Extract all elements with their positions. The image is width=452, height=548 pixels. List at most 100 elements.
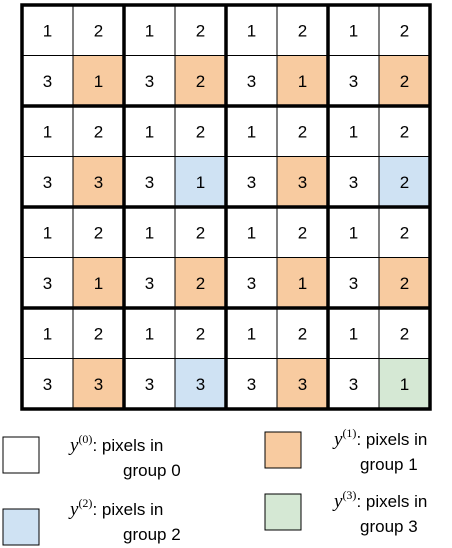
cell-label: 2: [196, 21, 205, 40]
legend-superscript: (3): [342, 488, 356, 502]
cell-label: 3: [43, 72, 52, 91]
cell-label: 1: [298, 274, 307, 293]
cell: [225, 206, 278, 258]
cell-label: 1: [349, 324, 358, 343]
cell-label: 3: [43, 375, 52, 394]
cell-label: 3: [247, 274, 256, 293]
cell-label: 2: [400, 223, 409, 242]
cell-label: 3: [145, 375, 154, 394]
legend-text: : pixels in: [92, 500, 163, 519]
cell-label: 3: [349, 375, 358, 394]
cell-label: 3: [349, 173, 358, 192]
legend-symbol: y: [332, 491, 343, 512]
legend-text: : pixels in: [92, 436, 163, 455]
cell-label: 2: [94, 122, 103, 141]
cell: [174, 206, 227, 258]
legend-superscript: (1): [342, 426, 356, 440]
cell-label: 3: [298, 173, 307, 192]
cell-label: 2: [298, 21, 307, 40]
cell: [174, 358, 227, 410]
cell: [21, 156, 74, 208]
cell-label: 2: [400, 173, 409, 192]
cell-label: 2: [298, 223, 307, 242]
cell: [225, 358, 278, 410]
cell-label: 2: [298, 324, 307, 343]
legend-text: : pixels in: [356, 492, 427, 511]
legend-group: group 0: [123, 461, 181, 480]
cell-label: 2: [196, 324, 205, 343]
cell-label: 1: [247, 223, 256, 242]
cell-label: 3: [94, 375, 103, 394]
cell-label: 1: [400, 375, 409, 394]
cell-label: 1: [349, 122, 358, 141]
cell-label: 1: [43, 223, 52, 242]
cell-label: 1: [145, 223, 154, 242]
cell-label: 1: [247, 324, 256, 343]
cell-label: 2: [400, 72, 409, 91]
legend-group: group 2: [123, 525, 181, 544]
cell-label: 3: [247, 173, 256, 192]
grid: 1 2 1 2 1 2 1 2 3 1 3 2 3 1 3 2 1 2 1 2 1 2 1 2 3 3 3 1 3 3 3 2 1 2 1 2 1 2 1 2…: [21, 4, 431, 410]
cell: [327, 206, 380, 258]
block-borders: [20, 3, 432, 411]
cell-label: 1: [94, 274, 103, 293]
cell: [72, 55, 125, 107]
cell: [225, 257, 278, 309]
cell: [21, 105, 74, 157]
cell-label: 1: [43, 21, 52, 40]
legend-symbol: y: [332, 429, 343, 450]
legend-label: y(1): pixels in: [332, 426, 427, 450]
legend-label: y(2): pixels in: [68, 496, 163, 520]
cell: [225, 105, 278, 157]
legend-swatch: [264, 493, 302, 531]
cell-label: 2: [400, 324, 409, 343]
cell: [72, 358, 125, 410]
legend-label: y(3): pixels in: [332, 488, 427, 512]
cell-label: 3: [298, 375, 307, 394]
legend-group: group 3: [360, 517, 418, 536]
legend-swatch: [2, 436, 40, 474]
cell-label: 1: [43, 324, 52, 343]
cell: [123, 156, 176, 208]
cell: [327, 257, 380, 309]
cell-label: 2: [196, 72, 205, 91]
cell: [72, 156, 125, 208]
cell: [21, 4, 74, 56]
cell: [123, 55, 176, 107]
cell: [174, 156, 227, 208]
cell: [276, 156, 329, 208]
cell-label: 1: [145, 21, 154, 40]
legend-swatch: [264, 431, 302, 469]
cell: [276, 206, 329, 258]
cell: [123, 307, 176, 359]
cell-label: 1: [247, 122, 256, 141]
cell: [378, 55, 431, 107]
legend-symbol: y: [68, 499, 79, 520]
legend-superscript: (0): [78, 432, 92, 446]
legend-superscript: (2): [78, 496, 92, 510]
legend-symbol: y: [68, 435, 79, 456]
cell-label: 3: [43, 274, 52, 293]
cell-label: 3: [247, 375, 256, 394]
cell-label: 1: [94, 72, 103, 91]
cell-label: 1: [43, 122, 52, 141]
cell-label: 1: [196, 173, 205, 192]
cell-label: 2: [196, 274, 205, 293]
cell-label: 2: [196, 223, 205, 242]
cell: [327, 105, 380, 157]
cell: [123, 358, 176, 410]
cell-label: 1: [349, 223, 358, 242]
cell-label: 1: [145, 324, 154, 343]
cell: [378, 156, 431, 208]
cell-label: 3: [196, 375, 205, 394]
cell-label: 3: [349, 72, 358, 91]
cell-label: 2: [400, 122, 409, 141]
cell-label: 1: [247, 21, 256, 40]
cell-label: 3: [145, 72, 154, 91]
cell: [327, 4, 380, 56]
cell-label: 3: [349, 274, 358, 293]
cell-label: 2: [400, 21, 409, 40]
cell-label: 3: [145, 173, 154, 192]
cell-label: 3: [247, 72, 256, 91]
